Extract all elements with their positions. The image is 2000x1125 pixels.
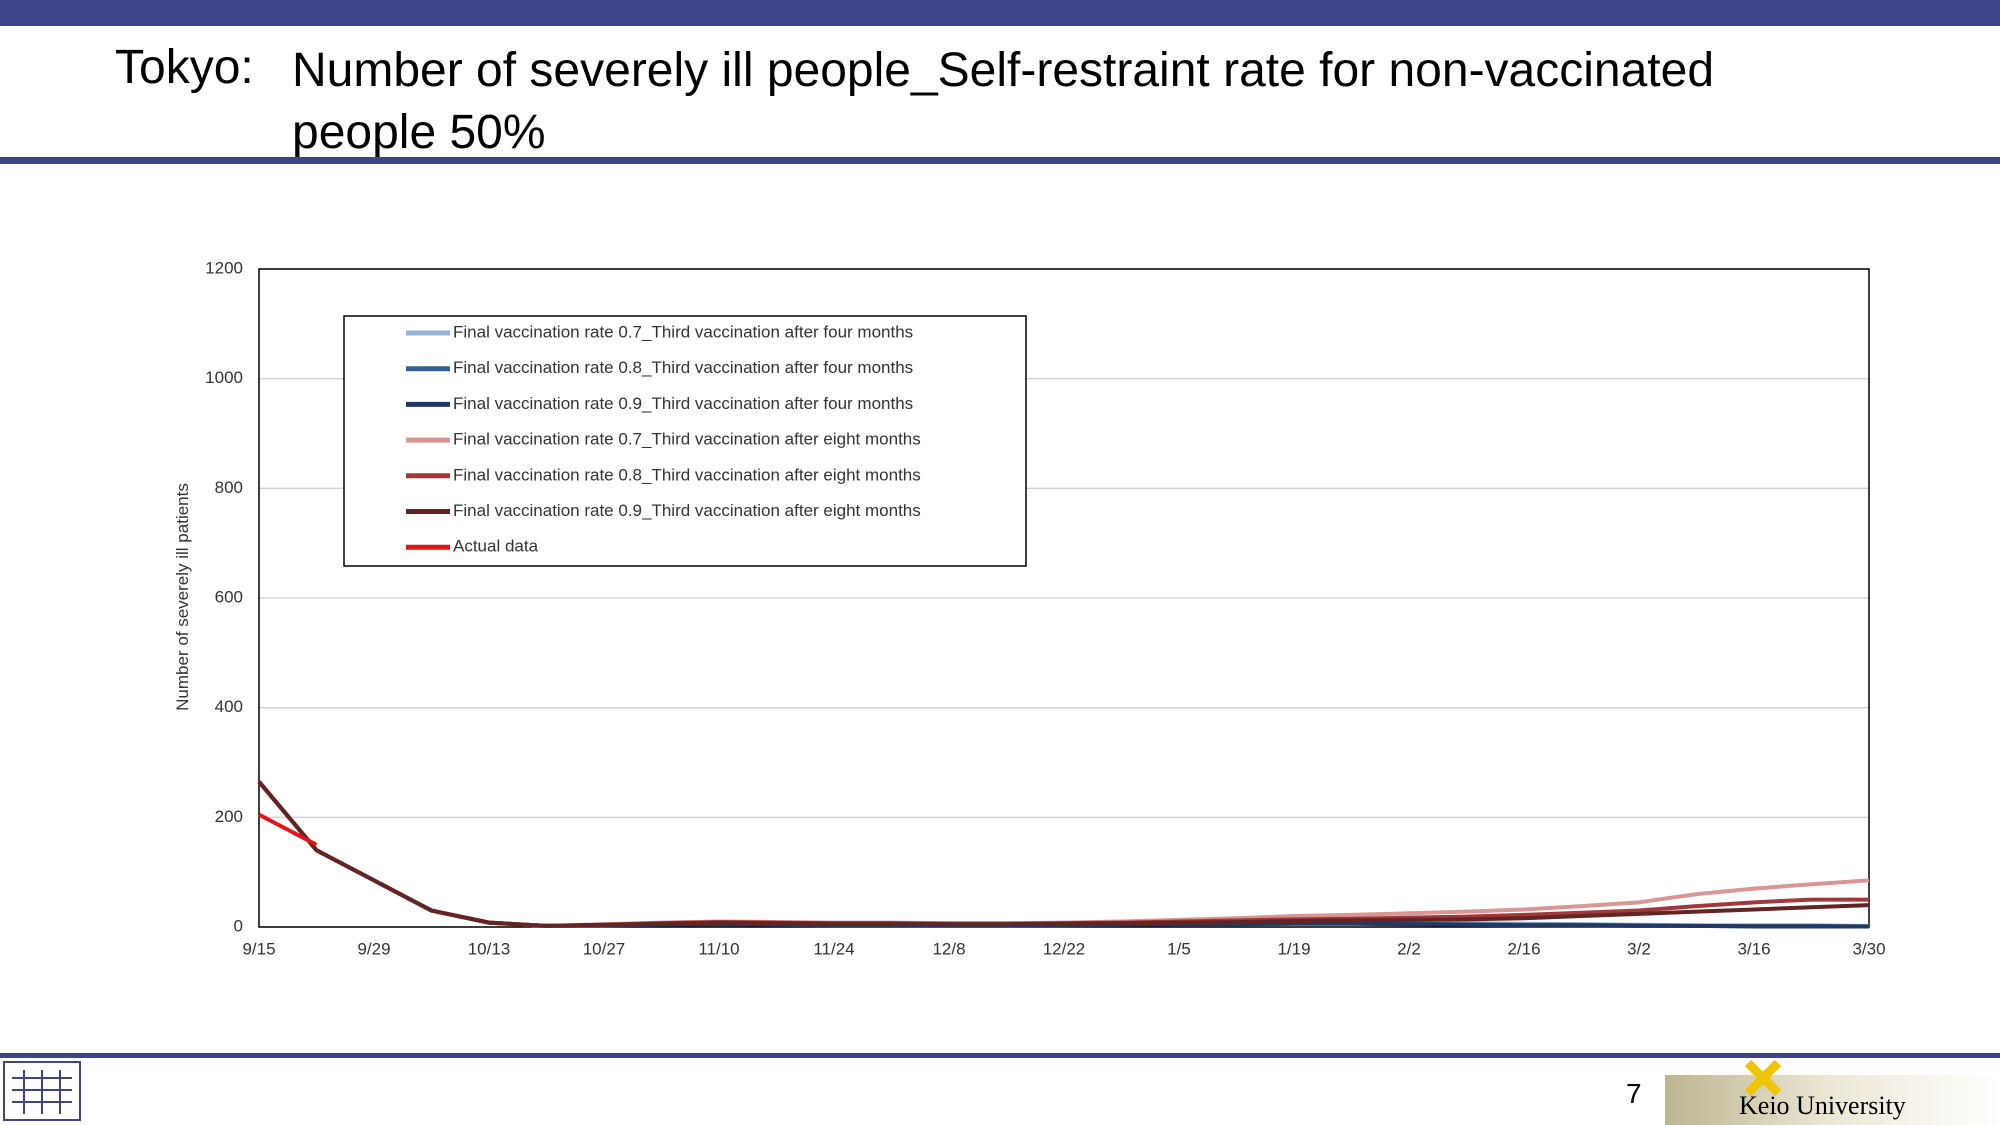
x-tick-label: 9/29	[357, 939, 390, 958]
legend-label: Final vaccination rate 0.7_Third vaccina…	[453, 430, 921, 449]
logo-text: Keio University	[1739, 1091, 1906, 1120]
title-rule	[0, 157, 2000, 164]
x-tick-label: 3/30	[1852, 939, 1885, 958]
pen-icon	[1744, 1059, 1782, 1097]
page-number: 7	[1626, 1078, 1642, 1109]
y-tick-label: 400	[215, 697, 243, 716]
x-tick-label: 3/16	[1737, 939, 1770, 958]
x-tick-label: 11/24	[813, 939, 854, 958]
x-tick-label: 12/8	[932, 939, 965, 958]
x-tick-label: 12/22	[1043, 939, 1086, 958]
x-tick-label: 1/5	[1167, 939, 1191, 958]
series-line	[257, 780, 1870, 928]
y-tick-label: 200	[215, 807, 243, 826]
top-bar	[0, 0, 2000, 26]
x-tick-label: 11/10	[698, 939, 739, 958]
y-tick-label: 600	[215, 587, 243, 606]
y-tick-label: 0	[234, 916, 243, 935]
legend-label: Final vaccination rate 0.7_Third vaccina…	[453, 322, 913, 341]
institute-logo	[3, 1061, 81, 1121]
chart: Number of severely ill patients 0 200 400 6…	[173, 258, 1886, 958]
title-prefix: Tokyo:	[115, 41, 254, 94]
x-tick-label: 2/16	[1507, 939, 1540, 958]
x-tick-label: 9/15	[242, 939, 275, 958]
x-tick-label: 10/13	[468, 939, 511, 958]
x-tick-label: 1/19	[1277, 939, 1310, 958]
y-axis-title: Number of severely ill patients	[173, 483, 192, 711]
x-tick-label: 2/2	[1397, 939, 1421, 958]
y-tick-label: 1200	[205, 258, 243, 277]
legend-label: Final vaccination rate 0.8_Third vaccina…	[453, 465, 921, 484]
slide-title: Number of severely ill people_Self-restr…	[292, 44, 1715, 159]
legend-label: Final vaccination rate 0.8_Third vaccina…	[453, 358, 913, 377]
series-line	[258, 812, 318, 847]
legend-label: Final vaccination rate 0.9_Third vaccina…	[453, 501, 921, 520]
legend-label: Final vaccination rate 0.9_Third vaccina…	[453, 394, 913, 413]
y-tick-label: 1000	[205, 368, 243, 387]
x-tick-label: 3/2	[1627, 939, 1651, 958]
legend-label: Actual data	[453, 537, 539, 556]
series-line	[257, 780, 1870, 928]
footer-rule	[0, 1053, 2000, 1058]
y-tick-label: 800	[215, 478, 243, 497]
legend-box	[343, 315, 1027, 567]
x-tick-label: 10/27	[583, 939, 626, 958]
keio-logo: Keio University	[1665, 1059, 2000, 1125]
